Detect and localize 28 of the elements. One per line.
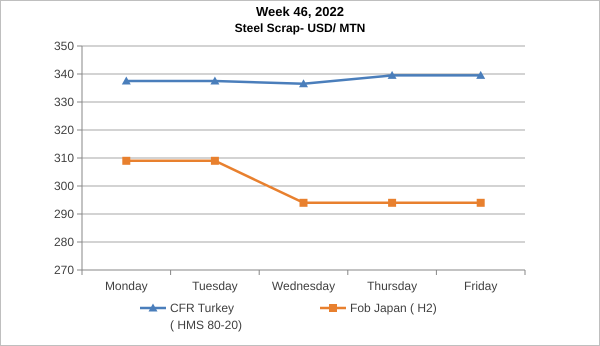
point [210, 156, 219, 165]
y-tick-label: 320 [54, 123, 74, 137]
y-tick-label: 280 [54, 235, 74, 249]
y-tick-label: 300 [54, 179, 74, 193]
x-tick-label: Thursday [367, 279, 418, 293]
y-tick-label: 340 [54, 67, 74, 81]
y-tick-label: 330 [54, 95, 74, 109]
x-tick-label: Monday [104, 279, 148, 293]
x-tick-label: Tuesday [192, 279, 238, 293]
point [299, 79, 308, 88]
legend-label: Fob Japan ( H2) [350, 301, 437, 315]
chart-title: Week 46, 2022 [256, 4, 344, 19]
point [476, 70, 486, 79]
point [122, 76, 131, 84]
point [388, 198, 396, 207]
y-tick-label: 290 [54, 207, 74, 221]
point [210, 76, 220, 84]
y-tick-label: 350 [54, 39, 74, 53]
chart-subtitle: Steel Scrap- USD/ MTN [234, 21, 366, 35]
y-tick-label: 310 [54, 151, 74, 165]
point [476, 198, 485, 207]
x-tick-label: Wednesday [272, 279, 336, 293]
y-tick-label: 270 [54, 263, 74, 277]
legend-label: CFR Turkey ( HMS 80-20) [170, 301, 242, 332]
point [122, 156, 130, 165]
point [300, 198, 308, 207]
x-tick-label: Friday [464, 279, 498, 293]
point [388, 70, 397, 79]
